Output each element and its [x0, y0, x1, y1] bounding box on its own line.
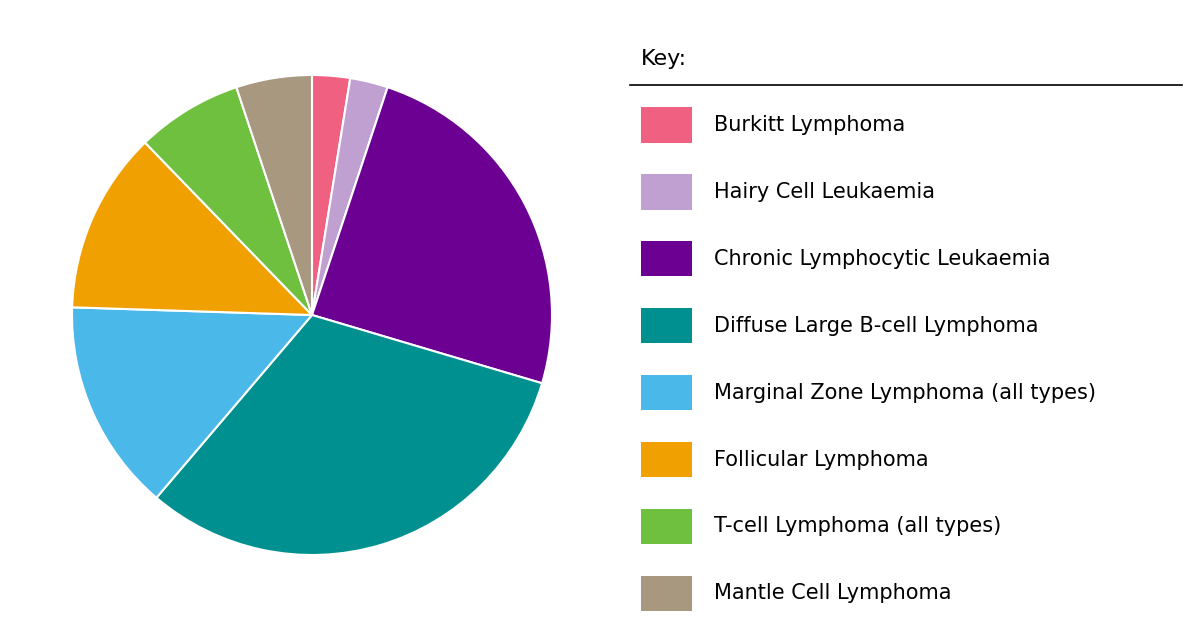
Wedge shape: [72, 307, 312, 498]
Wedge shape: [72, 142, 312, 315]
FancyBboxPatch shape: [641, 375, 691, 410]
Text: Hairy Cell Leukaemia: Hairy Cell Leukaemia: [714, 182, 935, 202]
Wedge shape: [145, 87, 312, 315]
Text: Mantle Cell Lymphoma: Mantle Cell Lymphoma: [714, 583, 952, 604]
Wedge shape: [236, 75, 312, 315]
FancyBboxPatch shape: [641, 308, 691, 343]
Text: Follicular Lymphoma: Follicular Lymphoma: [714, 450, 929, 469]
FancyBboxPatch shape: [641, 509, 691, 544]
Text: T-cell Lymphoma (all types): T-cell Lymphoma (all types): [714, 517, 1002, 537]
FancyBboxPatch shape: [641, 175, 691, 210]
Wedge shape: [156, 315, 542, 555]
FancyBboxPatch shape: [641, 108, 691, 142]
Text: Chronic Lymphocytic Leukaemia: Chronic Lymphocytic Leukaemia: [714, 249, 1051, 269]
FancyBboxPatch shape: [641, 241, 691, 277]
Text: Marginal Zone Lymphoma (all types): Marginal Zone Lymphoma (all types): [714, 382, 1097, 403]
Wedge shape: [312, 87, 552, 383]
Text: Burkitt Lymphoma: Burkitt Lymphoma: [714, 115, 906, 135]
Text: Key:: Key:: [641, 49, 688, 69]
Text: Diffuse Large B-cell Lymphoma: Diffuse Large B-cell Lymphoma: [714, 316, 1039, 336]
Wedge shape: [312, 75, 350, 315]
FancyBboxPatch shape: [641, 576, 691, 611]
Wedge shape: [312, 78, 388, 315]
FancyBboxPatch shape: [641, 442, 691, 477]
